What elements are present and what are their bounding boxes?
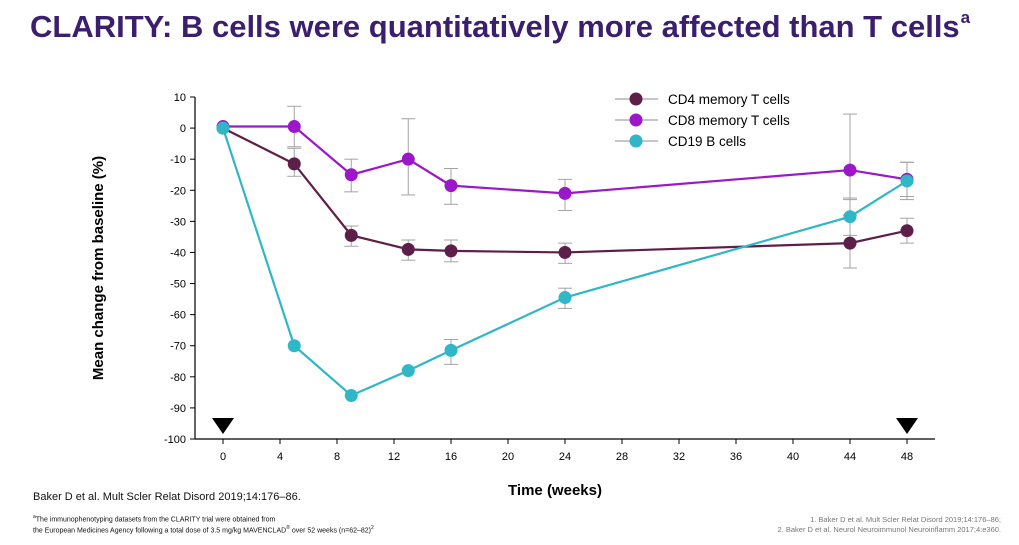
y-tick-label: -100 <box>164 434 186 446</box>
footnote-line-1: aThe immunophenotyping datasets from the… <box>33 513 374 524</box>
x-tick-label: 8 <box>334 451 340 463</box>
reference-1: 1. Baker D et al. Mult Scler Relat Disor… <box>810 515 1001 524</box>
footnote-ref-marker: 2 <box>371 525 374 532</box>
x-tick-label: 16 <box>445 451 457 463</box>
data-point <box>444 244 458 258</box>
y-tick-label: 0 <box>180 123 186 135</box>
x-tick-label: 40 <box>787 451 799 463</box>
y-tick-label: 10 <box>174 92 186 104</box>
dosing-marker-triangle <box>212 418 234 434</box>
data-point <box>401 364 415 378</box>
x-tick-label: 44 <box>844 451 856 463</box>
data-point <box>287 120 301 134</box>
data-point <box>558 186 572 200</box>
data-point <box>444 179 458 193</box>
data-point <box>843 236 857 250</box>
data-point <box>444 343 458 357</box>
data-point <box>401 152 415 166</box>
footnote-line-2: the European Medicines Agency following … <box>33 524 374 535</box>
page-title: CLARITY: B cells were quantitatively mor… <box>30 8 970 45</box>
series-line-2 <box>221 127 908 397</box>
y-tick-label: -10 <box>170 154 186 166</box>
y-tick-label: -90 <box>170 403 186 415</box>
x-tick-label: 0 <box>220 451 226 463</box>
y-tick-label: -60 <box>170 310 186 322</box>
data-point <box>344 168 358 182</box>
title-superscript: a <box>960 8 971 27</box>
x-tick-label: 48 <box>901 451 913 463</box>
registered-mark: ® <box>286 525 290 532</box>
y-axis-label: Mean change from baseline (%) <box>90 156 107 380</box>
footnote-text-1: The immunophenotyping datasets from the … <box>35 516 276 524</box>
data-point <box>216 121 230 135</box>
chart-legend: CD4 memory T cells CD8 memory T cells CD19… <box>615 92 790 149</box>
data-point <box>558 245 572 259</box>
series-points <box>216 120 914 402</box>
series-lines <box>221 125 908 397</box>
reference-2: 2. Baker D et al. Neurol Neuroimmunol Ne… <box>777 525 1001 534</box>
y-tick-label: -50 <box>170 279 186 291</box>
legend-marker <box>629 92 643 106</box>
footnote-text-2b: over 52 weeks (n=62–82) <box>289 527 372 535</box>
data-point <box>900 224 914 238</box>
legend-label: CD4 memory T cells <box>668 92 790 107</box>
x-tick-label: 24 <box>559 451 571 463</box>
data-point <box>843 210 857 224</box>
x-axis-label: Time (weeks) <box>508 482 602 499</box>
footnote: aThe immunophenotyping datasets from the… <box>33 513 374 536</box>
footnote-text-2a: the European Medicines Agency following … <box>33 527 287 535</box>
x-tick-label: 28 <box>616 451 628 463</box>
series-line-0 <box>222 127 908 254</box>
x-tick-label: 36 <box>730 451 742 463</box>
data-point <box>900 174 914 188</box>
primary-reference: Baker D et al. Mult Scler Relat Disord 2… <box>33 491 301 503</box>
x-tick-label: 12 <box>388 451 400 463</box>
data-point <box>344 228 358 242</box>
legend-label: CD19 B cells <box>668 134 746 149</box>
title-text: CLARITY: B cells were quantitatively mor… <box>30 9 960 44</box>
y-tick-label: -80 <box>170 372 186 384</box>
series-line-1 <box>223 125 908 195</box>
data-point <box>401 242 415 256</box>
y-tick-label: -20 <box>170 185 186 197</box>
dosing-marker-triangle <box>896 418 918 434</box>
y-tick-label: -70 <box>170 341 186 353</box>
legend-marker <box>629 134 643 148</box>
y-tick-label: -40 <box>170 247 186 259</box>
legend-marker <box>629 113 643 127</box>
reference-list: 1. Baker D et al. Mult Scler Relat Disor… <box>778 515 1001 535</box>
data-point <box>558 291 572 305</box>
data-point <box>287 339 301 353</box>
data-point <box>344 388 358 402</box>
y-tick-label: -30 <box>170 216 186 228</box>
data-point <box>287 157 301 171</box>
x-tick-label: 32 <box>673 451 685 463</box>
data-point <box>843 163 857 177</box>
x-tick-label: 20 <box>502 451 514 463</box>
x-tick-label: 4 <box>277 451 283 463</box>
error-bars <box>287 105 914 365</box>
footnote-marker: a <box>33 514 36 520</box>
legend-label: CD8 memory T cells <box>668 113 790 128</box>
